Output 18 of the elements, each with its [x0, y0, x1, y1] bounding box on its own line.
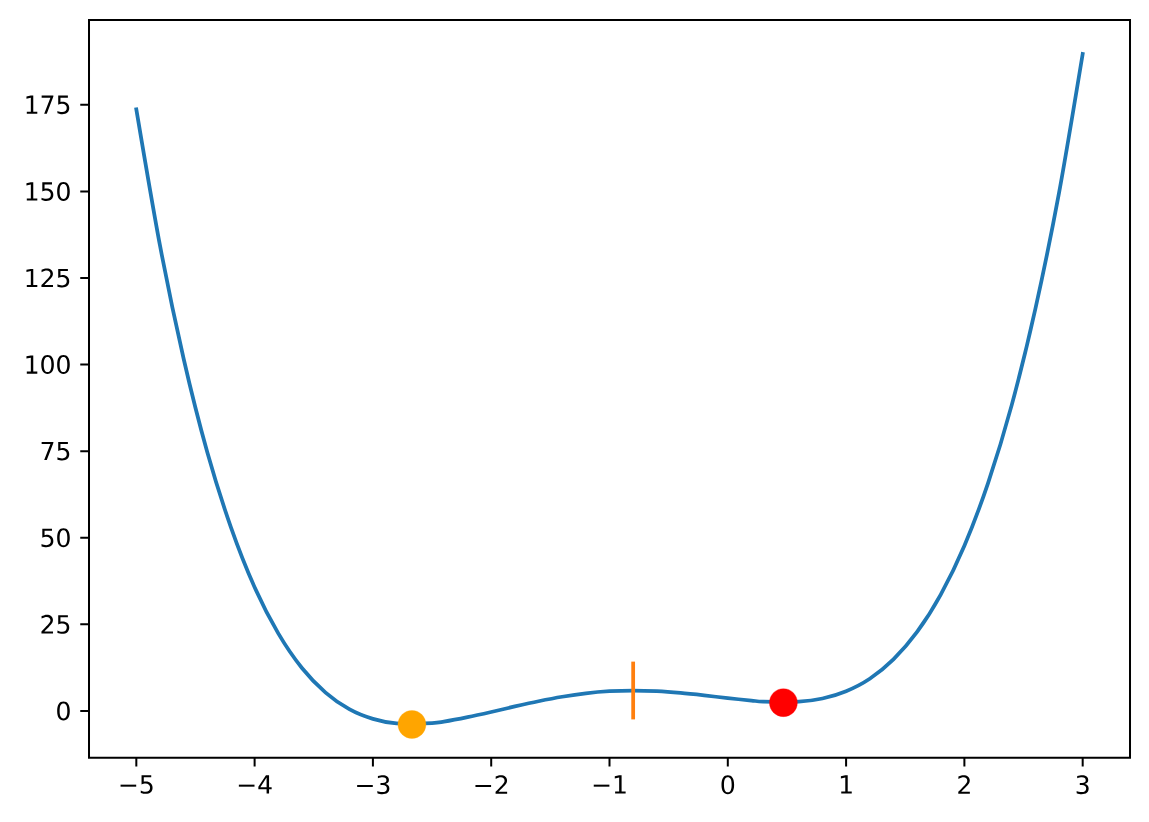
y-tick-label: 175 [26, 95, 70, 115]
x-tick-label: −2 [475, 775, 508, 794]
x-tick-label: 1 [840, 775, 852, 794]
y-tick-label: 150 [26, 181, 70, 201]
y-tick-label: 0 [57, 701, 70, 721]
y-tick-label: 75 [41, 441, 70, 461]
x-tick-label: −4 [238, 775, 272, 794]
y-tick-label: 50 [41, 528, 70, 548]
x-tick-label: 2 [958, 775, 970, 794]
line-series [134, 52, 1085, 726]
x-tick-label: −5 [120, 775, 153, 794]
x-tick-label: 0 [721, 775, 735, 795]
x-tick-label: −1 [593, 775, 626, 794]
y-tick-label: 125 [26, 268, 70, 288]
x-tick-label: −3 [357, 775, 390, 795]
y-tick-label: 100 [26, 355, 70, 375]
x-tick-label: 3 [1076, 775, 1089, 795]
y-tick-label: 25 [41, 614, 70, 634]
